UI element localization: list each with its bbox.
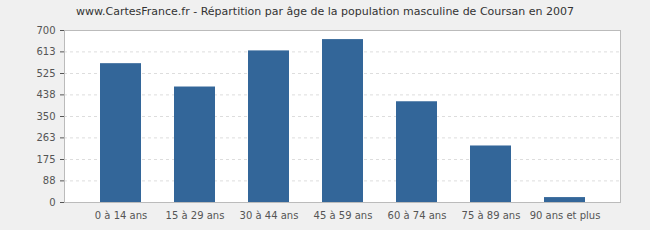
svg-text:45 à 59 ans: 45 à 59 ans xyxy=(314,210,373,221)
svg-text:0: 0 xyxy=(49,197,55,208)
svg-text:613: 613 xyxy=(36,46,55,57)
svg-text:700: 700 xyxy=(36,25,55,36)
svg-text:438: 438 xyxy=(36,89,55,100)
svg-text:350: 350 xyxy=(36,111,55,122)
svg-text:90 ans et plus: 90 ans et plus xyxy=(530,210,601,221)
svg-text:175: 175 xyxy=(36,154,55,165)
svg-text:30 à 44 ans: 30 à 44 ans xyxy=(240,210,299,221)
html-text:www.CartesFrance.fr - Répartit: www.CartesFrance.fr - Répartition par âg… xyxy=(76,5,574,18)
svg-text:60 à 74 ans: 60 à 74 ans xyxy=(388,210,447,221)
svg-text:525: 525 xyxy=(36,68,55,79)
svg-text:88: 88 xyxy=(43,175,56,186)
svg-text:263: 263 xyxy=(36,132,55,143)
svg-text:15 à 29 ans: 15 à 29 ans xyxy=(166,210,225,221)
svg-text:75 à 89 ans: 75 à 89 ans xyxy=(462,210,521,221)
svg-text:0 à 14 ans: 0 à 14 ans xyxy=(95,210,147,221)
